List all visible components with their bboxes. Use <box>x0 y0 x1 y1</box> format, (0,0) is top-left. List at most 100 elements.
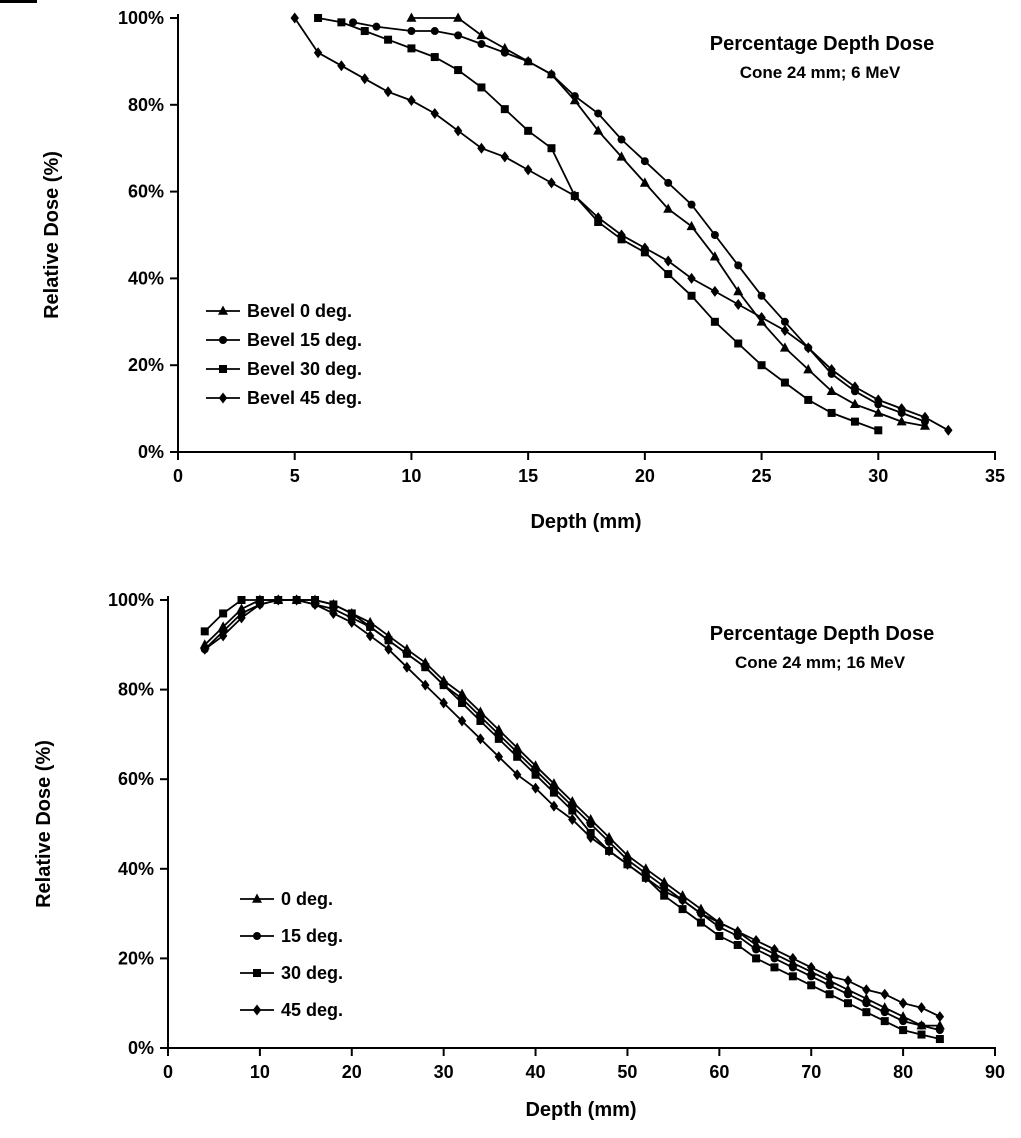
diamond-marker <box>678 894 687 906</box>
diamond-marker <box>421 679 430 691</box>
square-marker <box>780 378 789 387</box>
circle-marker <box>372 22 381 31</box>
circle-marker <box>500 48 509 57</box>
circle-marker <box>935 1026 944 1035</box>
square-marker <box>715 932 724 940</box>
y-tick-label: 0% <box>128 1038 154 1058</box>
square-marker <box>549 788 558 797</box>
diamond-marker <box>687 272 696 284</box>
diamond-marker <box>696 908 706 920</box>
chart-subtitle: Cone 24 mm; 16 MeV <box>735 653 906 672</box>
square-marker <box>899 1026 908 1035</box>
triangle-marker <box>709 251 720 261</box>
diamond-marker <box>604 845 614 857</box>
diamond-marker <box>898 997 908 1009</box>
circle-marker <box>862 999 871 1008</box>
square-marker <box>733 940 742 949</box>
diamond-marker <box>897 403 906 415</box>
diamond-marker <box>827 364 836 376</box>
square-marker <box>770 963 779 972</box>
diamond-marker <box>570 190 580 202</box>
diamond-marker <box>780 324 790 336</box>
triangle-marker <box>639 177 650 187</box>
legend-label: 15 deg. <box>281 926 343 946</box>
x-tick-label: 20 <box>635 466 655 486</box>
diamond-marker <box>660 885 669 897</box>
circle-marker <box>807 972 816 981</box>
diamond-marker <box>457 715 467 727</box>
triangle-marker <box>476 29 487 40</box>
square-marker <box>200 627 209 636</box>
diamond-marker <box>715 917 724 929</box>
scan-artifact <box>0 0 37 3</box>
square-marker <box>917 1030 926 1039</box>
circle-marker <box>734 261 743 270</box>
diamond-marker <box>290 12 299 24</box>
diamond-marker <box>734 298 743 310</box>
x-tick-label: 40 <box>526 1062 546 1082</box>
square-marker <box>237 596 246 604</box>
circle-marker <box>430 27 439 36</box>
x-tick-label: 80 <box>893 1062 913 1082</box>
diamond-marker <box>862 984 871 996</box>
legend-label: Bevel 15 deg. <box>247 330 362 350</box>
triangle-marker <box>849 398 860 409</box>
square-marker <box>347 609 356 618</box>
circle-marker <box>917 1021 926 1030</box>
square-marker <box>500 105 509 114</box>
diamond-marker <box>593 212 603 224</box>
triangle-marker <box>252 893 262 903</box>
square-marker <box>476 716 485 725</box>
triangle-marker <box>896 416 907 426</box>
triangle-marker <box>873 407 884 417</box>
diamond-marker <box>664 255 673 267</box>
diamond-marker <box>218 392 228 404</box>
triangle-marker <box>406 12 417 22</box>
triangle-marker <box>733 285 744 296</box>
circle-marker <box>594 109 603 118</box>
diamond-marker <box>917 1002 926 1014</box>
x-tick-label: 60 <box>709 1062 729 1082</box>
diamond-marker <box>255 598 265 610</box>
diamond-marker <box>365 630 375 642</box>
square-marker <box>825 990 834 999</box>
circle-marker <box>788 963 797 972</box>
diamond-marker <box>347 616 356 628</box>
square-marker <box>384 35 393 44</box>
square-marker <box>366 622 375 631</box>
diamond-marker <box>453 125 463 137</box>
x-tick-label: 10 <box>250 1062 270 1082</box>
x-axis-label: Depth (mm) <box>525 1099 636 1121</box>
triangle-marker <box>218 305 228 315</box>
legend-label: Bevel 45 deg. <box>247 388 362 408</box>
square-marker <box>850 417 859 426</box>
y-tick-label: 80% <box>118 680 154 700</box>
circle-marker <box>687 200 696 209</box>
square-marker <box>253 969 261 977</box>
chart-subtitle: Cone 24 mm; 6 MeV <box>740 63 901 82</box>
diamond-marker <box>407 94 416 106</box>
diamond-marker <box>547 177 556 189</box>
triangle-marker <box>593 125 604 135</box>
square-marker <box>862 1008 871 1017</box>
square-marker <box>804 395 813 404</box>
square-marker <box>734 339 743 348</box>
diamond-marker <box>477 142 486 154</box>
circle-marker <box>219 336 227 344</box>
circle-marker <box>710 231 719 239</box>
diamond-marker <box>310 598 320 610</box>
triangle-marker <box>453 12 464 22</box>
square-marker <box>477 83 486 92</box>
square-marker <box>807 981 816 990</box>
square-marker <box>314 14 323 22</box>
square-marker <box>421 663 430 672</box>
diamond-marker <box>850 381 860 393</box>
diamond-marker <box>770 943 779 955</box>
square-marker <box>360 27 369 36</box>
circle-marker <box>547 70 556 79</box>
diamond-marker <box>920 411 930 423</box>
y-tick-label: 40% <box>128 268 164 288</box>
diamond-marker <box>476 733 485 745</box>
legend-label: Bevel 0 deg. <box>247 301 352 321</box>
circle-marker <box>586 820 595 828</box>
